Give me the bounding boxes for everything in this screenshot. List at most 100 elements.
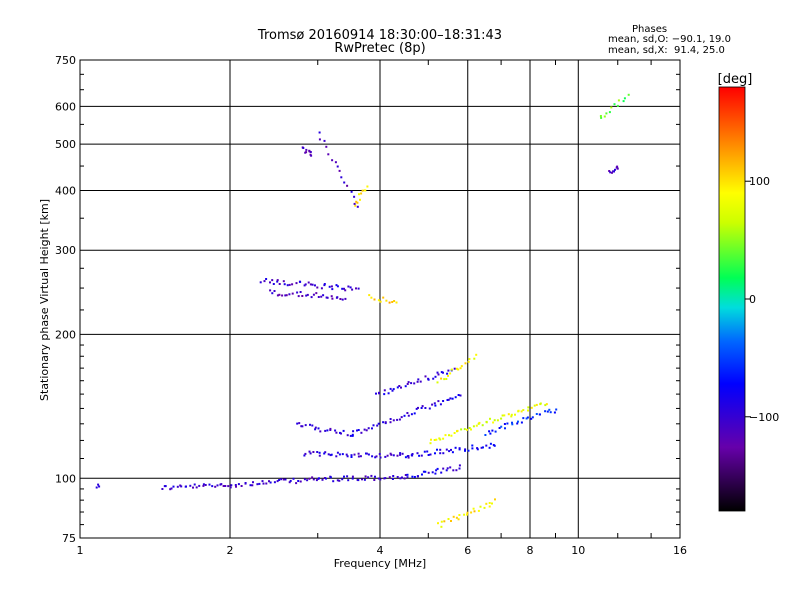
echo-point (349, 286, 352, 289)
echo-point (324, 451, 327, 454)
echo-point (170, 487, 173, 490)
echo-point (506, 422, 509, 425)
echo-point (479, 505, 482, 508)
echo-point (356, 201, 359, 204)
echo-point (296, 291, 299, 294)
echo-point (359, 455, 362, 458)
echo-point (336, 451, 339, 454)
echo-point (303, 284, 306, 287)
echo-point (315, 479, 318, 482)
echo-point (383, 393, 386, 396)
x-tick-label: 16 (673, 544, 687, 557)
echo-point (311, 283, 314, 286)
echo-point (389, 452, 392, 455)
echo-point (390, 453, 393, 456)
echo-point (472, 507, 475, 510)
echo-point (202, 484, 205, 487)
echo-point (500, 417, 503, 420)
y-tick-label: 75 (62, 532, 76, 545)
echo-point (324, 429, 327, 432)
colorbar-tick-label: 100 (749, 175, 770, 188)
echo-point (470, 511, 473, 514)
echo-point (278, 283, 281, 285)
echo-point (627, 93, 630, 96)
echo-point (296, 422, 299, 425)
echo-point (334, 161, 337, 164)
echo-point (321, 478, 324, 481)
echo-point (319, 430, 322, 433)
echo-point (473, 510, 476, 513)
echo-point (372, 424, 375, 427)
echo-point (389, 387, 392, 390)
echo-point (411, 453, 414, 455)
echo-point (468, 427, 471, 429)
echo-point (373, 298, 376, 301)
echo-point (314, 284, 316, 287)
echo-point (419, 380, 422, 383)
echo-point (445, 469, 448, 472)
echo-point (433, 439, 436, 441)
y-tick-label: 200 (55, 328, 76, 341)
echo-point (440, 371, 443, 374)
echo-point (378, 392, 380, 395)
echo-point (475, 353, 478, 356)
echo-point (392, 388, 395, 391)
echo-point (384, 455, 387, 458)
echo-point (318, 454, 321, 457)
echo-point (229, 486, 232, 489)
echo-point (283, 283, 286, 286)
echo-point (407, 455, 410, 457)
echo-point (338, 169, 341, 172)
echo-point (309, 452, 312, 455)
echo-point (310, 296, 313, 299)
echo-point (530, 417, 533, 420)
echo-point (295, 482, 298, 485)
echo-point (204, 484, 207, 486)
echo-point (347, 285, 350, 288)
echo-point (420, 454, 423, 457)
echo-point (379, 456, 382, 459)
echo-point (220, 483, 223, 486)
echo-point (555, 408, 558, 411)
plot-frame (79, 59, 681, 539)
echo-point (445, 448, 448, 451)
echo-point (439, 452, 442, 455)
echo-point (285, 294, 288, 297)
echo-point (450, 520, 452, 522)
echo-point (400, 416, 403, 419)
echo-point (428, 407, 431, 410)
x-tick-label: 2 (227, 544, 234, 557)
echo-point (332, 480, 335, 483)
echo-point (341, 298, 344, 301)
echo-point (433, 402, 436, 405)
echo-point (434, 404, 437, 407)
echo-point (407, 414, 410, 417)
chart-subtitle: RwPretec (8p) (334, 41, 426, 56)
echo-point (216, 484, 219, 487)
echo-point (445, 378, 448, 380)
echo-point (358, 193, 360, 196)
echo-point (323, 283, 326, 285)
echo-point (478, 421, 481, 424)
y-tick-label: 600 (55, 100, 76, 113)
echo-point (240, 485, 243, 487)
echo-point (451, 451, 454, 454)
echo-point (420, 407, 423, 409)
echo-point (367, 476, 370, 479)
echo-point (259, 281, 262, 284)
echo-point (406, 473, 409, 476)
echo-point (514, 413, 516, 416)
echo-point (406, 476, 409, 479)
echo-point (476, 447, 479, 450)
echo-point (353, 202, 356, 205)
echo-point (548, 408, 551, 411)
echo-point (382, 421, 385, 424)
echo-point (447, 398, 450, 401)
echo-point (427, 378, 430, 381)
echo-point (458, 467, 461, 470)
echo-point (214, 485, 217, 488)
echo-point (384, 477, 387, 480)
echo-point (456, 429, 459, 432)
echo-point (278, 479, 281, 481)
echo-point (525, 417, 528, 420)
